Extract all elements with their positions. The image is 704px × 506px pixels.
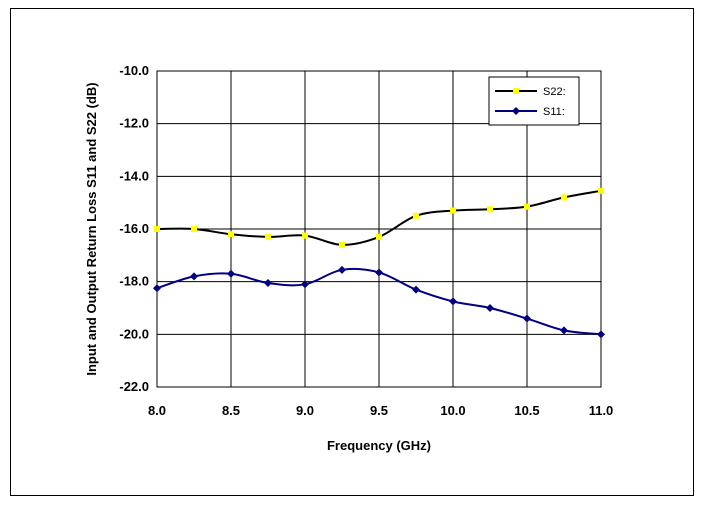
x-tick-label: 11.0: [589, 403, 614, 418]
data-point: [265, 233, 271, 240]
data-point: [154, 226, 160, 232]
data-point: [376, 233, 382, 240]
x-axis-title: Frequency (GHz): [327, 438, 431, 453]
data-point: [153, 284, 161, 293]
y-tick-label: -12.0: [119, 116, 149, 131]
series-s22: [154, 187, 604, 248]
data-point: [302, 232, 308, 239]
x-tick-label: 8.0: [148, 403, 166, 418]
data-point: [560, 326, 568, 335]
legend-box: [488, 76, 580, 126]
data-point: [301, 280, 309, 289]
x-tick-label: 9.5: [370, 403, 388, 418]
data-point: [190, 272, 198, 281]
data-point: [561, 194, 567, 201]
data-point: [450, 207, 456, 214]
y-tick-label: -10.0: [119, 63, 149, 78]
legend-item: S11:: [495, 106, 565, 118]
y-tick-label: -22.0: [119, 379, 149, 394]
x-tick-label: 10.5: [514, 403, 539, 418]
data-point: [338, 265, 346, 274]
x-tick-label: 9.0: [296, 403, 314, 418]
data-point: [413, 212, 419, 219]
grid-lines: [156, 70, 602, 388]
legend-label: S22:: [543, 86, 566, 98]
legend-marker: [512, 107, 520, 115]
x-tick-label: 8.5: [222, 403, 240, 418]
data-point: [449, 297, 457, 306]
y-tick-label: -16.0: [119, 221, 149, 236]
y-tick-label: -20.0: [119, 326, 149, 341]
x-tick-labels: 8.0 8.5 9.0 9.5 10.0 10.5 11.0: [148, 403, 613, 418]
y-tick-label: -14.0: [119, 168, 149, 183]
data-point: [524, 203, 530, 210]
legend: S22: S11:: [488, 76, 580, 126]
legend-label: S11:: [543, 106, 565, 118]
data-point: [227, 269, 235, 278]
y-axis-title: Input and Output Return Loss S11 and S22…: [84, 82, 99, 375]
legend-marker: [513, 88, 519, 94]
series-group: [153, 187, 605, 339]
x-tick-label: 10.0: [440, 403, 465, 418]
data-point: [412, 285, 420, 294]
data-point: [598, 187, 604, 194]
data-point: [487, 206, 493, 213]
data-point: [264, 278, 272, 287]
y-tick-labels: -10.0 -12.0 -14.0 -16.0 -18.0 -20.0 -22.0: [119, 63, 149, 394]
data-point: [597, 330, 605, 339]
legend-item: S22:: [495, 86, 566, 98]
y-tick-label: -18.0: [119, 274, 149, 289]
data-point: [523, 314, 531, 323]
data-point: [375, 268, 383, 277]
data-point: [339, 241, 345, 248]
data-point: [228, 231, 234, 238]
data-point: [486, 304, 494, 312]
data-point: [191, 226, 197, 232]
series-s11: [153, 265, 605, 339]
